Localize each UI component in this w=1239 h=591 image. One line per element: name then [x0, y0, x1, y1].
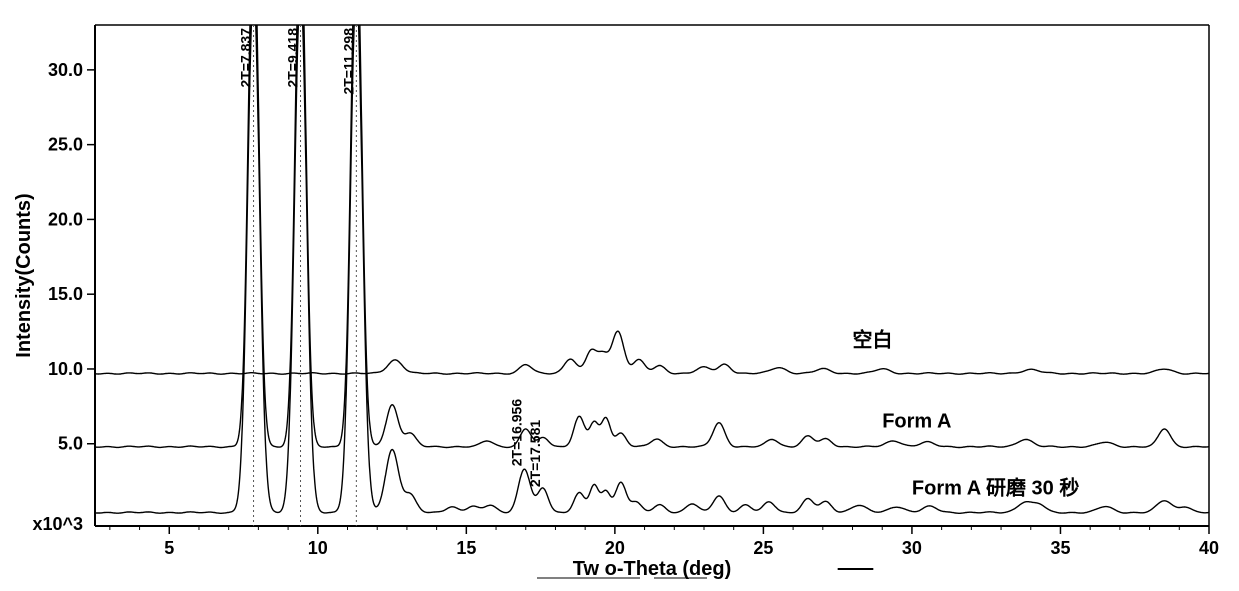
y-tick-label: 25.0	[48, 135, 83, 155]
y-tick-label: 15.0	[48, 284, 83, 304]
x-tick-label: 35	[1050, 538, 1070, 558]
xrd-chart: 5 10 15 20 25 30 35 40 5.0 10.0 15.0 20.0 25.0 30.0 Tw…	[10, 10, 1229, 581]
peak-label: 2T=11.298	[340, 28, 356, 95]
x-tick-label: 20	[605, 538, 625, 558]
trace-label-formA_ground: Form A 研磨 30 秒	[912, 476, 1079, 500]
chart-svg: 5 10 15 20 25 30 35 40 5.0 10.0 15.0 20.0 25.0 30.0 Tw…	[10, 10, 1229, 581]
x-tick-label: 25	[753, 538, 773, 558]
x-tick-label: 10	[308, 538, 328, 558]
x-tick-label: 5	[164, 538, 174, 558]
x-tick-label: 15	[456, 538, 476, 558]
trace-label-blank: 空白	[853, 328, 893, 352]
y-exponent-label: x10^3	[32, 514, 83, 534]
x-tick-label: 30	[902, 538, 922, 558]
peak-label: 2T=9.418	[285, 28, 301, 88]
trace-label-formA: Form A	[882, 410, 951, 432]
y-tick-label: 20.0	[48, 209, 83, 229]
y-axis-label: Intensity(Counts)	[13, 193, 35, 357]
peak-label: 2T=7.837	[238, 28, 254, 88]
x-tick-label: 40	[1199, 538, 1219, 558]
peak-label: 2T=16.956	[508, 399, 524, 467]
x-axis-label: Tw o-Theta (deg)	[573, 558, 732, 580]
peak-label: 2T=17.581	[527, 420, 543, 488]
y-tick-label: 10.0	[48, 359, 83, 379]
y-tick-label: 5.0	[58, 434, 83, 454]
y-tick-label: 30.0	[48, 60, 83, 80]
